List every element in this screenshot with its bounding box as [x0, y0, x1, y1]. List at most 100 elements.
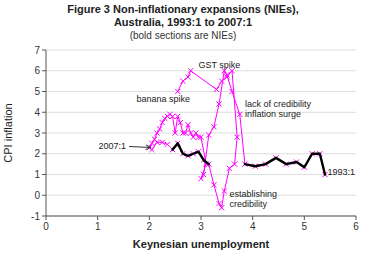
x-tick [97, 216, 98, 220]
y-tick [42, 70, 46, 71]
grid-line [46, 216, 356, 217]
grid-line [46, 70, 356, 71]
y-tick [42, 195, 46, 196]
chart: Figure 3 Non-inflationary expansions (NI… [0, 0, 366, 260]
subtitle: (bold sections are NIEs) [130, 30, 237, 41]
x-tick [356, 216, 357, 220]
x-tick-label: 3 [198, 221, 204, 232]
y-tick [42, 91, 46, 92]
grid-line [46, 112, 356, 113]
grid-line [46, 174, 356, 175]
x-tick-label: 4 [250, 221, 256, 232]
point-marker [165, 142, 170, 147]
nie-line [245, 154, 325, 175]
title: Australia, 1993:1 to 2007:1 [114, 16, 252, 28]
point-marker [180, 79, 185, 84]
x-tick-label: 1 [95, 221, 101, 232]
annotation-line: establishing [229, 189, 277, 199]
y-tick-label: 7 [34, 45, 40, 56]
annotation-line: 1993:1 [328, 167, 356, 177]
y-tick [42, 153, 46, 154]
grid-line [46, 50, 356, 51]
point-marker [173, 130, 178, 135]
x-tick-label: 2 [147, 221, 153, 232]
x-tick-label: 6 [353, 221, 359, 232]
nie-line [173, 143, 209, 164]
point-marker [227, 166, 232, 171]
annotation-line: banana spike [136, 94, 190, 104]
x-axis-label: Keynesian unemployment [133, 238, 270, 250]
point-marker [160, 140, 165, 145]
annotation: establishingcredibility [229, 189, 277, 209]
y-tick-label: 5 [34, 86, 40, 97]
point-marker [154, 130, 159, 135]
y-tick-label: 1 [34, 169, 40, 180]
point-marker [229, 89, 234, 94]
annotation-arrow [129, 146, 151, 147]
point-marker [211, 182, 216, 187]
time-path-line [149, 71, 325, 208]
x-tick [149, 216, 150, 220]
x-tick [252, 216, 253, 220]
annotation-line: lack of credibility [245, 99, 312, 109]
point-marker [219, 79, 224, 84]
grid-line [46, 195, 356, 196]
grid-line [46, 133, 356, 134]
point-marker [214, 87, 219, 92]
y-tick [42, 50, 46, 51]
point-marker [175, 114, 180, 119]
point-marker [235, 135, 240, 140]
y-tick-label: -1 [31, 211, 40, 222]
annotation-line: 2007:1 [99, 141, 127, 151]
annotation: banana spike [136, 94, 190, 104]
y-axis-label: CPI inflation [2, 103, 14, 162]
annotation-line: GST spike [198, 60, 240, 70]
y-tick [42, 174, 46, 175]
annotation: 1993:1 [328, 167, 356, 177]
point-marker [154, 140, 159, 145]
axes: -1012345670123456 [31, 45, 359, 233]
title: Figure 3 Non-inflationary expansions (NI… [67, 3, 299, 15]
annotations: GST spike banana spike lack of credibility… [99, 60, 356, 209]
annotation: lack of credibilityinflation surge [245, 99, 312, 119]
grid-line [46, 91, 356, 92]
y-tick-label: 4 [34, 107, 40, 118]
annotation-line: inflation surge [245, 109, 301, 119]
point-marker [188, 130, 193, 135]
point-marker [232, 162, 237, 167]
x-tick-label: 0 [43, 221, 49, 232]
point-marker [160, 120, 165, 125]
plot-area [147, 68, 328, 210]
point-marker [198, 135, 203, 140]
x-tick [304, 216, 305, 220]
y-tick-label: 2 [34, 148, 40, 159]
point-marker [206, 132, 211, 137]
y-tick [42, 133, 46, 134]
annotation-line: credibility [229, 199, 267, 209]
y-axis-line [46, 50, 47, 216]
y-tick [42, 112, 46, 113]
point-marker [198, 176, 203, 181]
point-marker [222, 189, 227, 194]
y-tick [42, 216, 46, 217]
point-marker [216, 101, 221, 106]
x-axis-line [46, 216, 356, 217]
annotation: 2007:1 [99, 141, 127, 151]
point-marker [185, 122, 190, 127]
y-tick-label: 6 [34, 65, 40, 76]
point-marker [237, 112, 242, 117]
annotation: GST spike [198, 60, 240, 70]
x-tick [201, 216, 202, 220]
point-marker [183, 130, 188, 135]
y-tick-label: 0 [34, 190, 40, 201]
point-marker [180, 130, 185, 135]
y-tick-label: 3 [34, 128, 40, 139]
point-marker [219, 205, 224, 210]
point-marker [178, 120, 183, 125]
x-tick-label: 5 [302, 221, 308, 232]
point-marker [224, 74, 229, 79]
point-marker [188, 68, 193, 73]
x-tick [46, 216, 47, 220]
point-marker [211, 124, 216, 129]
point-marker [185, 74, 190, 79]
